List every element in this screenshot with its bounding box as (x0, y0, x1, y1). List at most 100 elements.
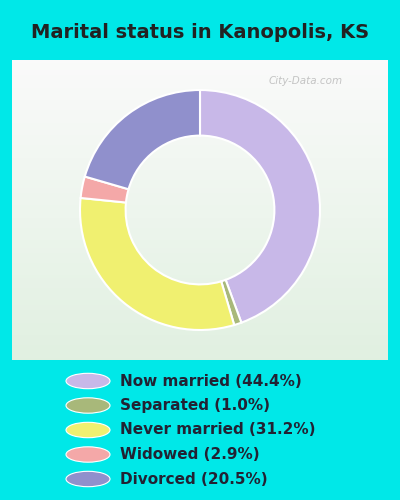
Bar (12, 122, 388, 125)
Bar (12, 230, 388, 232)
Bar (12, 62, 388, 65)
Bar (12, 260, 388, 262)
Bar (12, 222, 388, 225)
Bar (12, 162, 388, 165)
Bar (12, 198, 388, 200)
Bar (12, 82, 388, 85)
Bar (12, 272, 388, 275)
Bar (12, 278, 388, 280)
Wedge shape (85, 90, 200, 189)
Bar (12, 320, 388, 322)
Bar (12, 150, 388, 152)
Bar (12, 275, 388, 278)
Bar (12, 318, 388, 320)
Bar (12, 255, 388, 258)
Bar (12, 232, 388, 235)
Text: Divorced (20.5%): Divorced (20.5%) (120, 472, 268, 486)
Wedge shape (80, 198, 234, 330)
Bar (12, 130, 388, 132)
Bar (12, 225, 388, 228)
Bar (12, 192, 388, 195)
Bar (12, 228, 388, 230)
Bar (12, 160, 388, 162)
Circle shape (66, 472, 110, 486)
Bar (12, 265, 388, 268)
Bar (12, 342, 388, 345)
Bar (12, 202, 388, 205)
Bar (12, 235, 388, 238)
Bar (12, 205, 388, 208)
Wedge shape (221, 280, 241, 325)
Bar (12, 112, 388, 115)
Wedge shape (200, 90, 320, 322)
Bar (12, 172, 388, 175)
Bar (12, 140, 388, 142)
Bar (12, 330, 388, 332)
Bar (12, 300, 388, 302)
Bar (12, 142, 388, 145)
Bar (12, 292, 388, 295)
Text: City-Data.com: City-Data.com (268, 76, 342, 86)
Bar (12, 335, 388, 338)
Bar (12, 350, 388, 352)
Text: Never married (31.2%): Never married (31.2%) (120, 422, 316, 438)
Bar (12, 258, 388, 260)
Bar (12, 280, 388, 282)
Bar (12, 210, 388, 212)
Bar (12, 132, 388, 135)
Bar (12, 158, 388, 160)
Bar (12, 242, 388, 245)
Bar (12, 92, 388, 95)
Bar (12, 282, 388, 285)
Bar (12, 308, 388, 310)
Bar (12, 355, 388, 358)
Bar (12, 305, 388, 308)
Bar (12, 72, 388, 75)
Bar (12, 288, 388, 290)
Bar (12, 338, 388, 340)
Bar (12, 85, 388, 87)
Bar (12, 95, 388, 98)
Bar (12, 352, 388, 355)
Bar (12, 175, 388, 178)
Bar (12, 178, 388, 180)
Bar (12, 298, 388, 300)
Text: Separated (1.0%): Separated (1.0%) (120, 398, 270, 413)
Bar (12, 180, 388, 182)
Bar (12, 340, 388, 342)
Bar (12, 200, 388, 202)
Bar (12, 250, 388, 252)
Bar (12, 270, 388, 272)
Bar (12, 185, 388, 188)
Bar (12, 332, 388, 335)
Bar (12, 128, 388, 130)
Bar (12, 120, 388, 122)
Bar (12, 310, 388, 312)
Bar (12, 60, 388, 62)
Bar (12, 218, 388, 220)
Bar (12, 115, 388, 117)
Bar (12, 328, 388, 330)
Circle shape (66, 374, 110, 388)
Bar (12, 138, 388, 140)
Bar (12, 102, 388, 105)
Bar (12, 302, 388, 305)
Bar (12, 358, 388, 360)
Bar (12, 215, 388, 218)
Bar (12, 68, 388, 70)
Bar (12, 345, 388, 348)
Bar (12, 168, 388, 170)
Bar (12, 312, 388, 315)
Bar (12, 245, 388, 248)
Bar (12, 268, 388, 270)
Circle shape (66, 398, 110, 413)
Bar (12, 78, 388, 80)
Bar (12, 110, 388, 112)
Bar (12, 325, 388, 328)
Wedge shape (81, 176, 128, 203)
Bar (12, 135, 388, 138)
Bar (12, 155, 388, 158)
Bar (12, 118, 388, 120)
Text: Widowed (2.9%): Widowed (2.9%) (120, 447, 260, 462)
Bar (12, 88, 388, 90)
